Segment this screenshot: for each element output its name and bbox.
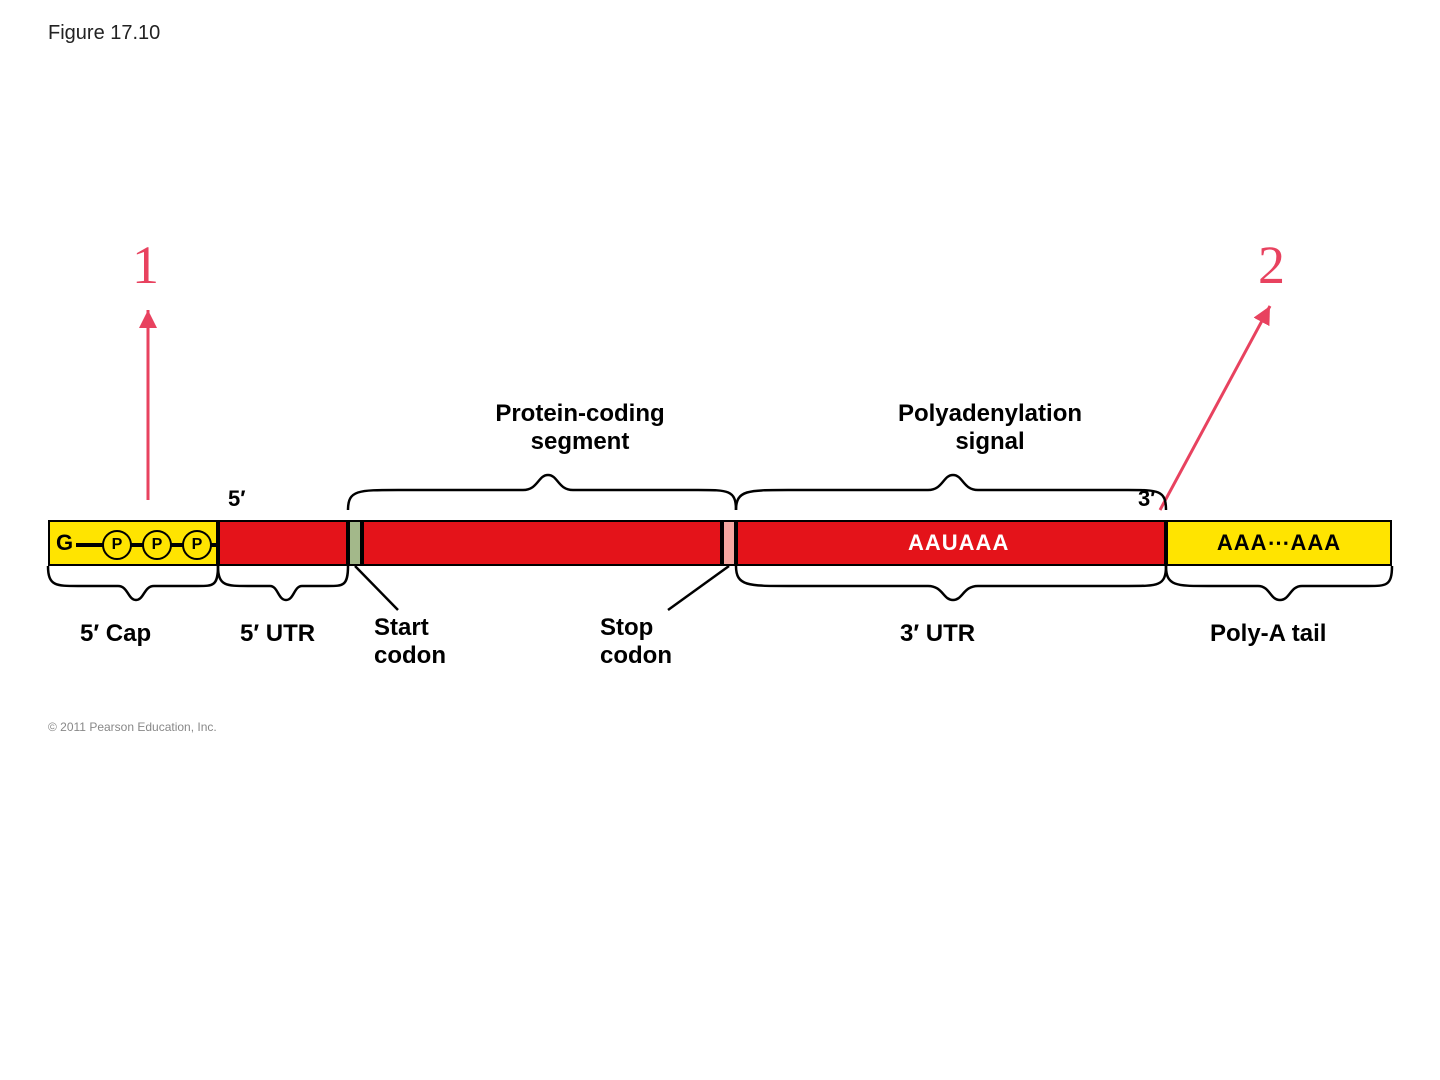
label-stop-codon: Stop codon xyxy=(600,614,672,670)
seg-polyA: AAA⋯AAA xyxy=(1166,520,1392,566)
label-5cap: 5′ Cap xyxy=(80,620,151,648)
label-start-codon: Start codon xyxy=(374,614,446,670)
label-polyA-tail: Poly-A tail xyxy=(1210,620,1326,648)
mrna-bar: G P P P AAUAAA AAA⋯AAA xyxy=(48,520,1392,566)
seg-stop-codon xyxy=(722,520,736,566)
seg-5cap: G P P P xyxy=(48,520,218,566)
phosphate-icon: P xyxy=(182,530,212,560)
seg-5utr xyxy=(218,520,348,566)
seg-start-codon xyxy=(348,520,362,566)
top-brace-polyA xyxy=(48,460,1392,520)
label-3utr: 3′ UTR xyxy=(900,620,975,648)
seg-coding xyxy=(362,520,722,566)
aauaaa-seq: AAUAAA xyxy=(908,530,1009,556)
cap-G: G xyxy=(56,530,73,556)
protein-coding-label: Protein-coding segment xyxy=(420,400,740,456)
phosphate-icon: P xyxy=(102,530,132,560)
polyadenylation-label: Polyadenylation signal xyxy=(830,400,1150,456)
phosphate-icon: P xyxy=(142,530,172,560)
polyA-seq: AAA⋯AAA xyxy=(1217,530,1341,556)
seg-3utr: AAUAAA xyxy=(736,520,1166,566)
label-5utr: 5′ UTR xyxy=(240,620,315,648)
